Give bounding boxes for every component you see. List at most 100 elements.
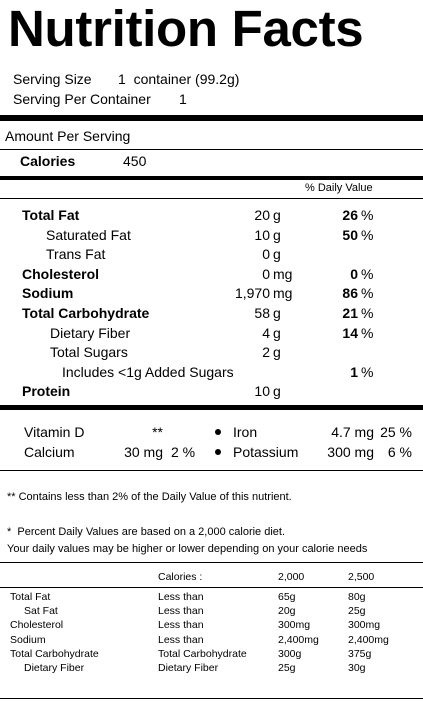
nutrient-unit: g	[273, 226, 281, 243]
table-cell: Sat Fat	[24, 605, 58, 618]
calories-label: Calories	[20, 153, 76, 169]
nutrient-name: Dietary Fiber	[50, 324, 131, 341]
rule	[0, 470, 423, 471]
rule	[0, 698, 423, 699]
nutrient-amount: 0	[262, 246, 270, 263]
nutrient-name: Total Carbohydrate	[22, 305, 150, 321]
nutrient-dv: 21	[342, 305, 358, 321]
table-cell: Dietary Fiber	[158, 662, 219, 674]
nutrient-dv: 86	[342, 285, 358, 302]
nutrient-amount: 10	[254, 383, 270, 400]
nutrient-amount: 4	[262, 324, 270, 341]
nutrient-name: Protein	[22, 383, 71, 400]
serving-size: 1 container (99.2g)	[118, 71, 240, 87]
table-cell: 2,400mg	[348, 633, 389, 646]
nutrient-dv: 50	[342, 226, 358, 243]
nutrient-unit: g	[273, 344, 281, 361]
table-cell: Total Carbohydrate	[10, 647, 99, 660]
table-cell: Less than	[158, 591, 204, 603]
table-cell: Cholesterol	[10, 619, 64, 632]
thick-rule	[0, 115, 423, 121]
mineral-name: Calcium	[24, 444, 75, 460]
rule	[0, 198, 423, 199]
table-cell: 80g	[348, 591, 366, 603]
table-cell: Less than	[158, 619, 204, 632]
nutrient-dv-unit: %	[361, 363, 374, 380]
nutrient-dv-unit: %	[361, 207, 374, 223]
nutrient-dv: 26	[342, 207, 358, 223]
nutrient-dv-unit: %	[361, 285, 374, 302]
table-cell: 375g	[348, 647, 372, 660]
mineral-dv: 25 %	[380, 424, 412, 440]
nutrient-dv: 1	[350, 363, 358, 380]
table-cell: 300g	[278, 647, 302, 660]
table-cell: 65g	[278, 591, 296, 603]
table-cell: Total Carbohydrate	[158, 647, 247, 660]
table-header: Calories :	[158, 571, 203, 583]
table-header: 2,500	[348, 571, 375, 583]
nutrient-amount: 20	[254, 207, 270, 223]
nutrient-dv-unit: %	[361, 265, 374, 282]
table-cell: 25g	[278, 662, 296, 674]
footnote: Your daily values may be higher or lower…	[7, 543, 368, 555]
calories-value: 450	[123, 153, 147, 169]
mineral-name: Vitamin D	[24, 424, 85, 440]
nutrient-dv: 14	[342, 324, 358, 341]
nutrient-dv-unit: %	[361, 305, 374, 321]
nutrient-unit: g	[273, 324, 281, 341]
nutrient-name: Sodium	[22, 285, 74, 302]
nutrient-amount: 2	[262, 344, 270, 361]
mineral-dv: 6 %	[387, 444, 412, 460]
mineral-amount: 4.7 mg	[331, 424, 374, 440]
nutrient-unit: mg	[273, 265, 293, 282]
nutrient-unit: mg	[273, 285, 293, 302]
bullet	[215, 429, 221, 435]
nutrient-dv-unit: %	[361, 324, 374, 341]
mineral-dv: 2 %	[171, 444, 196, 460]
footnote: * Percent Daily Values are based on a 2,…	[7, 526, 286, 538]
table-cell: Dietary Fiber	[24, 662, 85, 674]
table-header: 2,000	[278, 571, 305, 583]
table-cell: 300mg	[348, 619, 381, 632]
nutrient-unit: g	[273, 383, 281, 400]
mineral-name: Iron	[233, 424, 258, 440]
medium-rule	[0, 176, 423, 180]
servings-label: Serving Per Container	[13, 91, 151, 107]
rule	[0, 149, 423, 150]
nutrient-dv-unit: %	[361, 226, 374, 243]
nutrient-name: Total Fat	[22, 207, 80, 223]
footnote: ** Contains less than 2% of the Daily Va…	[7, 491, 292, 503]
nutrient-name: Saturated Fat	[46, 226, 131, 243]
nutrient-amount: 1,970	[234, 285, 270, 302]
nutrient-amount: 58	[254, 305, 270, 321]
serving-size-label: Serving Size	[13, 71, 92, 87]
table-cell: Less than	[158, 605, 204, 618]
bullet	[215, 449, 221, 455]
nutrient-name: Trans Fat	[46, 246, 106, 263]
table-cell: 300mg	[278, 619, 311, 632]
amount-heading: Amount Per Serving	[5, 128, 131, 144]
table-cell: Less than	[158, 633, 204, 646]
servings: 1	[179, 91, 187, 107]
mineral-amount: **	[152, 424, 163, 440]
table-cell: 2,400mg	[278, 633, 319, 646]
mineral-name: Potassium	[233, 444, 299, 460]
nutrient-unit: g	[273, 305, 281, 321]
nutrient-unit: g	[273, 246, 281, 263]
table-cell: 20g	[278, 605, 296, 618]
rule	[0, 587, 423, 588]
table-cell: Sodium	[10, 633, 46, 646]
nutrient-name: Includes <1g Added Sugars	[62, 363, 234, 380]
nutrient-amount: 0	[262, 265, 270, 282]
mineral-amount: 300 mg	[327, 444, 374, 460]
table-cell: Total Fat	[10, 591, 51, 603]
rule	[0, 562, 423, 563]
mineral-amount: 30 mg	[124, 444, 163, 460]
table-cell: 25g	[348, 605, 366, 618]
thick-rule	[0, 405, 423, 410]
table-cell: 30g	[348, 662, 366, 674]
nutrient-amount: 10	[254, 226, 270, 243]
dv-heading: % Daily Value	[305, 182, 373, 194]
nutrient-unit: g	[273, 207, 281, 223]
